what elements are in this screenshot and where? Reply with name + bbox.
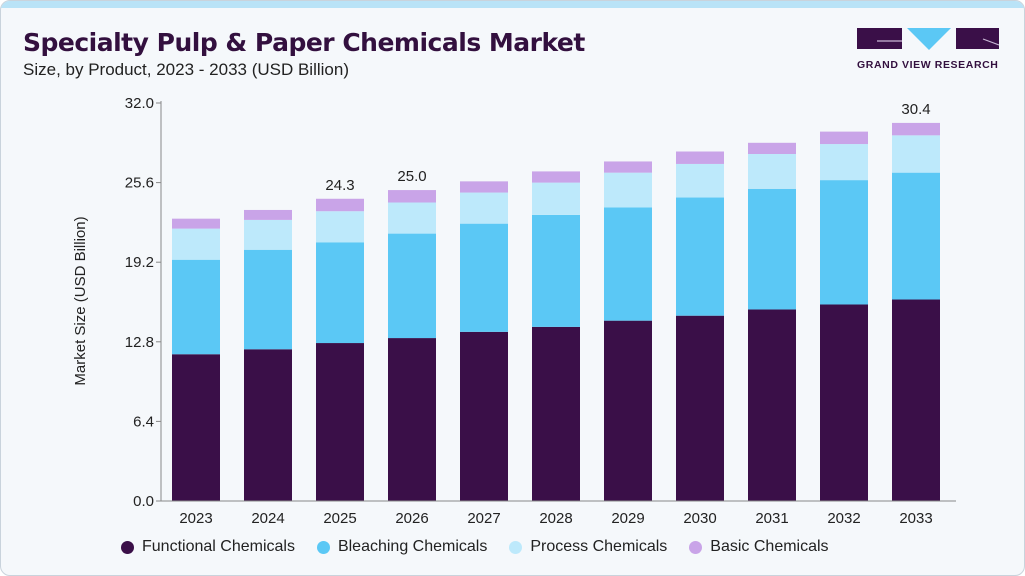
legend-swatch <box>316 540 330 554</box>
logo-text: GRAND VIEW RESEARCH <box>857 59 999 71</box>
x-tick-label: 2025 <box>323 510 356 527</box>
bar-segment-process-chemicals <box>244 219 292 250</box>
y-axis-label: Market Size (USD Billion) <box>72 216 89 385</box>
legend-item: Basic Chemicals <box>689 538 829 556</box>
x-tick-label: 2031 <box>755 510 788 527</box>
legend-swatch <box>689 540 703 554</box>
chart-title: Specialty Pulp & Paper Chemicals Market <box>23 28 585 57</box>
bar-segment-process-chemicals <box>748 153 796 189</box>
y-tick-label: 0.0 <box>133 493 154 510</box>
bar-segment-bleaching-chemicals <box>460 223 508 332</box>
x-tick-label: 2033 <box>899 510 932 527</box>
bar-segment-bleaching-chemicals <box>820 180 868 305</box>
bar-segment-functional-chemicals <box>748 309 796 501</box>
bar-segment-basic-chemicals <box>172 218 220 229</box>
bar-segment-functional-chemicals <box>820 304 868 501</box>
bar-segment-functional-chemicals <box>532 326 580 501</box>
bar-segment-process-chemicals <box>532 182 580 215</box>
bar-segment-bleaching-chemicals <box>748 188 796 310</box>
bar-segment-functional-chemicals <box>604 320 652 501</box>
x-tick-label: 2029 <box>611 510 644 527</box>
legend-label: Bleaching Chemicals <box>337 538 488 555</box>
bar-segment-bleaching-chemicals <box>244 249 292 350</box>
x-tick-label: 2026 <box>395 510 428 527</box>
bar-segment-process-chemicals <box>460 192 508 224</box>
y-tick-label: 25.6 <box>125 175 154 192</box>
bar-segment-basic-chemicals <box>316 198 364 212</box>
top-accent-bar <box>1 1 1024 8</box>
bar-segment-functional-chemicals <box>316 343 364 501</box>
y-tick-label: 6.4 <box>133 413 154 430</box>
bar-segment-bleaching-chemicals <box>388 233 436 339</box>
bar-segment-bleaching-chemicals <box>172 259 220 355</box>
bar-segment-functional-chemicals <box>172 354 220 501</box>
data-label: 24.3 <box>325 177 354 194</box>
grand-view-research-logo <box>857 28 999 50</box>
bar-segment-basic-chemicals <box>532 171 580 183</box>
legend-label: Process Chemicals <box>530 538 668 555</box>
bar-segment-functional-chemicals <box>460 331 508 501</box>
legend-label: Functional Chemicals <box>142 538 295 555</box>
bar-segment-bleaching-chemicals <box>604 207 652 321</box>
legend-item: Functional Chemicals <box>121 538 295 556</box>
legend-swatch <box>121 540 134 554</box>
bar-segment-process-chemicals <box>820 144 868 181</box>
bar-segment-process-chemicals <box>388 202 436 234</box>
bar-segment-bleaching-chemicals <box>676 197 724 316</box>
bar-segment-process-chemicals <box>604 172 652 208</box>
bar-segment-functional-chemicals <box>676 315 724 501</box>
bar-segment-basic-chemicals <box>748 142 796 154</box>
x-tick-label: 2023 <box>179 510 212 527</box>
bar-segment-functional-chemicals <box>244 349 292 501</box>
legend: Functional Chemicals Bleaching Chemicals P… <box>121 538 829 556</box>
legend-item: Process Chemicals <box>509 538 667 556</box>
bar-segment-bleaching-chemicals <box>532 214 580 327</box>
chart-subtitle: Size, by Product, 2023 - 2033 (USD Billi… <box>23 60 349 79</box>
legend-swatch <box>509 540 523 554</box>
bar-segment-bleaching-chemicals <box>316 242 364 344</box>
bar-segment-basic-chemicals <box>892 122 940 136</box>
bar-segment-process-chemicals <box>316 211 364 243</box>
y-tick-label: 12.8 <box>125 334 154 351</box>
bar-segment-bleaching-chemicals <box>892 172 940 300</box>
bar-segment-process-chemicals <box>892 135 940 173</box>
bar-segment-basic-chemicals <box>244 209 292 220</box>
x-tick-label: 2024 <box>251 510 284 527</box>
y-tick-label: 32.0 <box>125 95 154 112</box>
legend-item: Bleaching Chemicals <box>316 538 488 556</box>
x-tick-label: 2030 <box>683 510 716 527</box>
bar-segment-functional-chemicals <box>892 299 940 501</box>
data-label: 25.0 <box>397 168 426 185</box>
bar-segment-process-chemicals <box>172 228 220 260</box>
bar-segment-process-chemicals <box>676 163 724 198</box>
legend-label: Basic Chemicals <box>710 538 829 555</box>
bar-segment-basic-chemicals <box>820 131 868 145</box>
bar-segment-basic-chemicals <box>604 161 652 173</box>
bar-segment-basic-chemicals <box>460 181 508 193</box>
bar-segment-basic-chemicals <box>676 151 724 164</box>
x-tick-label: 2027 <box>467 510 500 527</box>
data-label: 30.4 <box>901 101 930 118</box>
y-tick-label: 19.2 <box>125 254 154 271</box>
bar-segment-basic-chemicals <box>388 190 436 203</box>
x-tick-label: 2028 <box>539 510 572 527</box>
bar-segment-functional-chemicals <box>388 338 436 501</box>
x-tick-label: 2032 <box>827 510 860 527</box>
